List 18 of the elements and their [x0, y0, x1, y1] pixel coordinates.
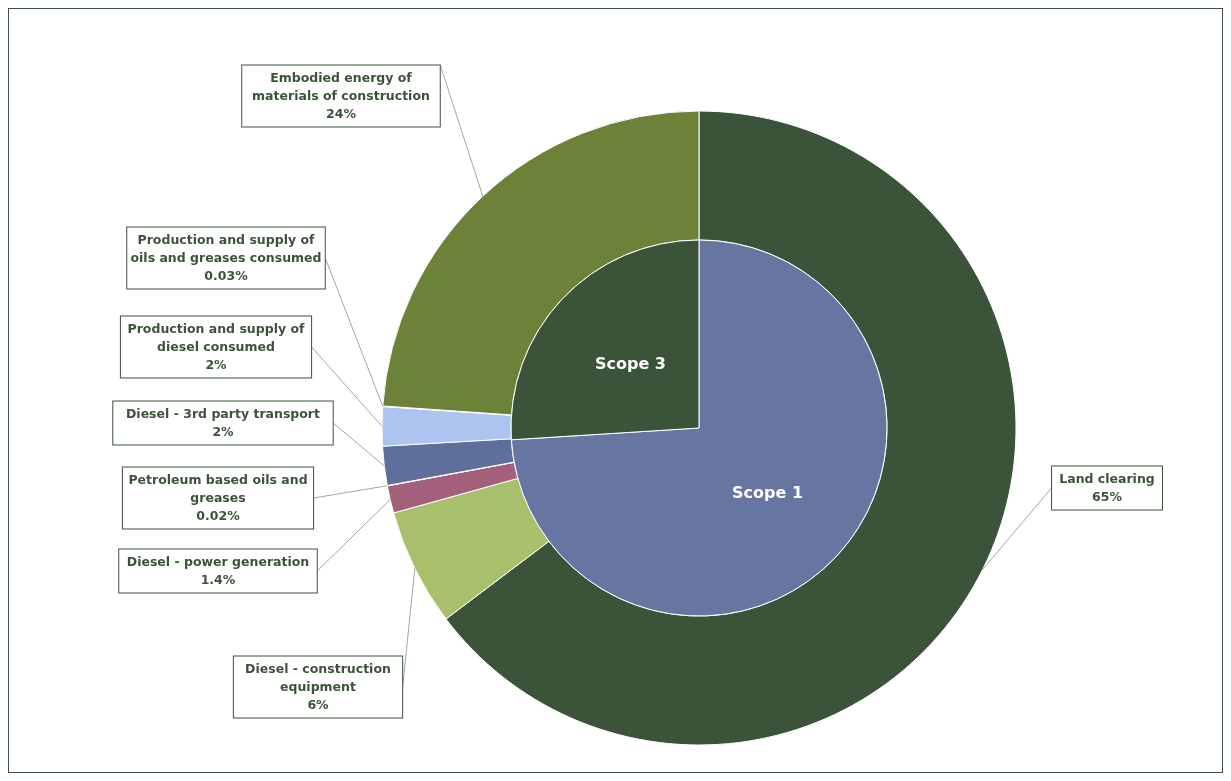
data-label: 2% — [205, 357, 228, 372]
slice-label: Scope 1 — [732, 482, 804, 502]
data-label: 2% — [212, 424, 235, 439]
data-label: 65% — [1092, 489, 1123, 504]
slice-label: Land clearing — [1059, 471, 1155, 486]
data-label: 0.02% — [196, 508, 241, 523]
data-label: 24% — [326, 106, 357, 121]
data-label: 0.03% — [204, 268, 249, 283]
slice-label: Diesel - construction equipment — [245, 661, 391, 694]
data-label: 1.4% — [200, 572, 236, 587]
slice-label: Diesel - power generation — [126, 554, 310, 569]
slice-label: Production and supply of diesel consumed — [127, 321, 306, 354]
data-label: 6% — [307, 697, 330, 712]
slice-label: Scope 3 — [594, 354, 666, 374]
slice-label: Diesel - 3rd party transport — [125, 406, 321, 421]
slice-label: Embodied energy of materials of construction — [252, 70, 430, 103]
slice-label: Petroleum based oils and greases — [128, 472, 308, 505]
slice-label: Production and supply of oils and greases consumed — [130, 232, 322, 265]
